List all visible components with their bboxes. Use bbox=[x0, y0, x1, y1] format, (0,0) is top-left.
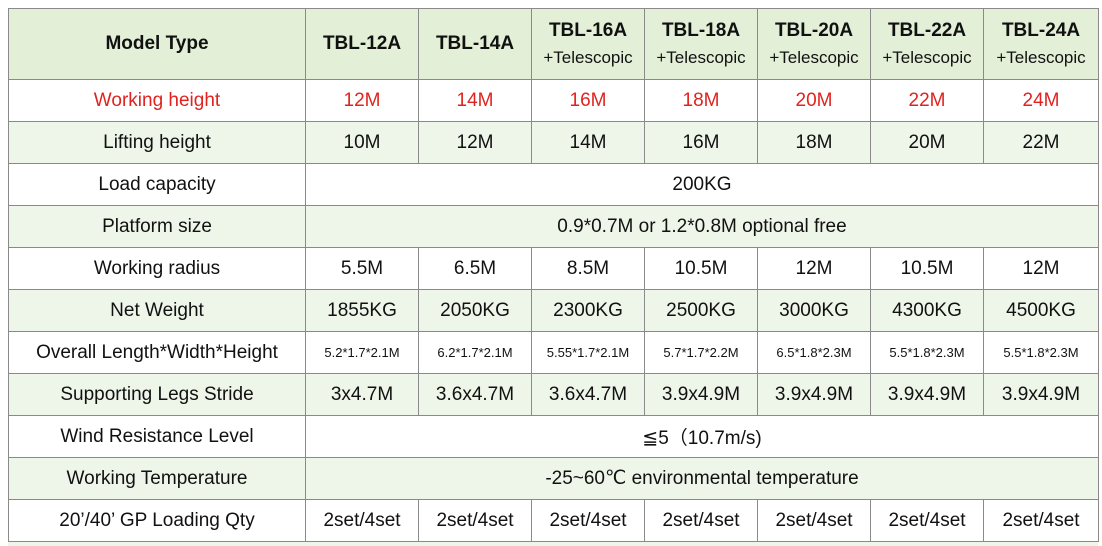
table-cell: 2set/4set bbox=[983, 499, 1099, 542]
header-row: Model Type TBL-12A TBL-14A TBL-16A +Teles… bbox=[8, 8, 1099, 80]
row-label: Overall Length*Width*Height bbox=[8, 331, 306, 374]
table-cell: 14M bbox=[531, 121, 645, 164]
table-cell: 6.5M bbox=[418, 247, 532, 290]
model-header: TBL-12A bbox=[305, 8, 419, 80]
model-header: TBL-14A bbox=[418, 8, 532, 80]
table-cell: 2set/4set bbox=[644, 499, 758, 542]
model-header: TBL-18A +Telescopic bbox=[644, 8, 758, 80]
model-header: TBL-22A +Telescopic bbox=[870, 8, 984, 80]
table-cell: 2set/4set bbox=[870, 499, 984, 542]
table-cell: 5.5*1.8*2.3M bbox=[983, 331, 1099, 374]
table-cell-merged: 0.9*0.7M or 1.2*0.8M optional free bbox=[305, 205, 1099, 248]
model-name: TBL-18A bbox=[661, 20, 741, 41]
table-cell: 4300KG bbox=[870, 289, 984, 332]
row-label: Net Weight bbox=[8, 289, 306, 332]
model-name: TBL-24A bbox=[1001, 20, 1081, 41]
row-label: 20’/40’ GP Loading Qty bbox=[8, 499, 306, 542]
row-label: Lifting height bbox=[8, 121, 306, 164]
model-name: TBL-12A bbox=[322, 33, 402, 54]
table-cell: 5.2*1.7*2.1M bbox=[305, 331, 419, 374]
row-working-radius: Working radius 5.5M 6.5M 8.5M 10.5M 12M … bbox=[8, 247, 1099, 290]
table-cell: 2300KG bbox=[531, 289, 645, 332]
table-cell: 8.5M bbox=[531, 247, 645, 290]
row-label: Load capacity bbox=[8, 163, 306, 206]
row-platform-size: Platform size 0.9*0.7M or 1.2*0.8M optio… bbox=[8, 205, 1099, 248]
table-cell: 5.5M bbox=[305, 247, 419, 290]
table-cell: 2set/4set bbox=[305, 499, 419, 542]
table-cell: 3.9x4.9M bbox=[983, 373, 1099, 416]
spec-table-container: Model Type TBL-12A TBL-14A TBL-16A +Teles… bbox=[8, 8, 1099, 542]
table-cell: 5.7*1.7*2.2M bbox=[644, 331, 758, 374]
row-net-weight: Net Weight 1855KG 2050KG 2300KG 2500KG 3… bbox=[8, 289, 1099, 332]
table-cell: 5.55*1.7*2.1M bbox=[531, 331, 645, 374]
table-cell: 3.9x4.9M bbox=[757, 373, 871, 416]
table-cell: 22M bbox=[870, 79, 984, 122]
model-subtitle: +Telescopic bbox=[882, 48, 972, 67]
table-cell: 3.6x4.7M bbox=[418, 373, 532, 416]
row-label: Wind Resistance Level bbox=[8, 415, 306, 458]
model-subtitle: +Telescopic bbox=[769, 48, 859, 67]
spec-table: Model Type TBL-12A TBL-14A TBL-16A +Teles… bbox=[8, 8, 1099, 542]
row-wind-resistance: Wind Resistance Level ≦5（10.7m/s) bbox=[8, 415, 1099, 458]
table-cell: 20M bbox=[870, 121, 984, 164]
table-cell: 22M bbox=[983, 121, 1099, 164]
row-label: Working radius bbox=[8, 247, 306, 290]
table-cell: 2500KG bbox=[644, 289, 758, 332]
model-subtitle: +Telescopic bbox=[656, 48, 746, 67]
row-overall-dimensions: Overall Length*Width*Height 5.2*1.7*2.1M… bbox=[8, 331, 1099, 374]
row-load-capacity: Load capacity 200KG bbox=[8, 163, 1099, 206]
table-cell-merged: 200KG bbox=[305, 163, 1099, 206]
table-cell: 2set/4set bbox=[418, 499, 532, 542]
table-cell: 16M bbox=[531, 79, 645, 122]
table-cell-merged: -25~60℃ environmental temperature bbox=[305, 457, 1099, 500]
row-legs-stride: Supporting Legs Stride 3x4.7M 3.6x4.7M 3… bbox=[8, 373, 1099, 416]
model-name: TBL-22A bbox=[887, 20, 967, 41]
table-cell: 3.9x4.9M bbox=[644, 373, 758, 416]
model-header: TBL-16A +Telescopic bbox=[531, 8, 645, 80]
model-name: TBL-20A bbox=[774, 20, 854, 41]
table-cell: 10M bbox=[305, 121, 419, 164]
table-cell-merged: ≦5（10.7m/s) bbox=[305, 415, 1099, 458]
table-cell: 6.2*1.7*2.1M bbox=[418, 331, 532, 374]
table-cell: 18M bbox=[757, 121, 871, 164]
table-cell: 20M bbox=[757, 79, 871, 122]
row-label: Platform size bbox=[8, 205, 306, 248]
table-next-row-edge bbox=[8, 541, 1098, 546]
row-loading-qty: 20’/40’ GP Loading Qty 2set/4set 2set/4s… bbox=[8, 499, 1099, 542]
table-cell: 24M bbox=[983, 79, 1099, 122]
table-cell: 3.9x4.9M bbox=[870, 373, 984, 416]
table-cell: 2set/4set bbox=[531, 499, 645, 542]
table-cell: 12M bbox=[305, 79, 419, 122]
row-label: Supporting Legs Stride bbox=[8, 373, 306, 416]
table-cell: 12M bbox=[418, 121, 532, 164]
table-cell: 10.5M bbox=[644, 247, 758, 290]
table-cell: 3.6x4.7M bbox=[531, 373, 645, 416]
table-cell: 5.5*1.8*2.3M bbox=[870, 331, 984, 374]
table-cell: 1855KG bbox=[305, 289, 419, 332]
row-label: Working Temperature bbox=[8, 457, 306, 500]
model-subtitle: +Telescopic bbox=[543, 48, 633, 67]
model-type-header: Model Type bbox=[8, 8, 306, 80]
table-cell: 12M bbox=[983, 247, 1099, 290]
table-cell: 4500KG bbox=[983, 289, 1099, 332]
model-header: TBL-24A +Telescopic bbox=[983, 8, 1099, 80]
table-cell: 3000KG bbox=[757, 289, 871, 332]
table-cell: 6.5*1.8*2.3M bbox=[757, 331, 871, 374]
table-cell: 2set/4set bbox=[757, 499, 871, 542]
table-cell: 16M bbox=[644, 121, 758, 164]
model-header: TBL-20A +Telescopic bbox=[757, 8, 871, 80]
table-cell: 10.5M bbox=[870, 247, 984, 290]
table-cell: 18M bbox=[644, 79, 758, 122]
model-name: TBL-16A bbox=[548, 20, 628, 41]
row-working-temperature: Working Temperature -25~60℃ environmenta… bbox=[8, 457, 1099, 500]
row-working-height: Working height 12M 14M 16M 18M 20M 22M 2… bbox=[8, 79, 1099, 122]
table-cell: 14M bbox=[418, 79, 532, 122]
table-cell: 3x4.7M bbox=[305, 373, 419, 416]
row-lifting-height: Lifting height 10M 12M 14M 16M 18M 20M 2… bbox=[8, 121, 1099, 164]
table-cell: 12M bbox=[757, 247, 871, 290]
model-name: TBL-14A bbox=[435, 33, 515, 54]
row-label: Working height bbox=[8, 79, 306, 122]
table-cell: 2050KG bbox=[418, 289, 532, 332]
model-subtitle: +Telescopic bbox=[996, 48, 1086, 67]
